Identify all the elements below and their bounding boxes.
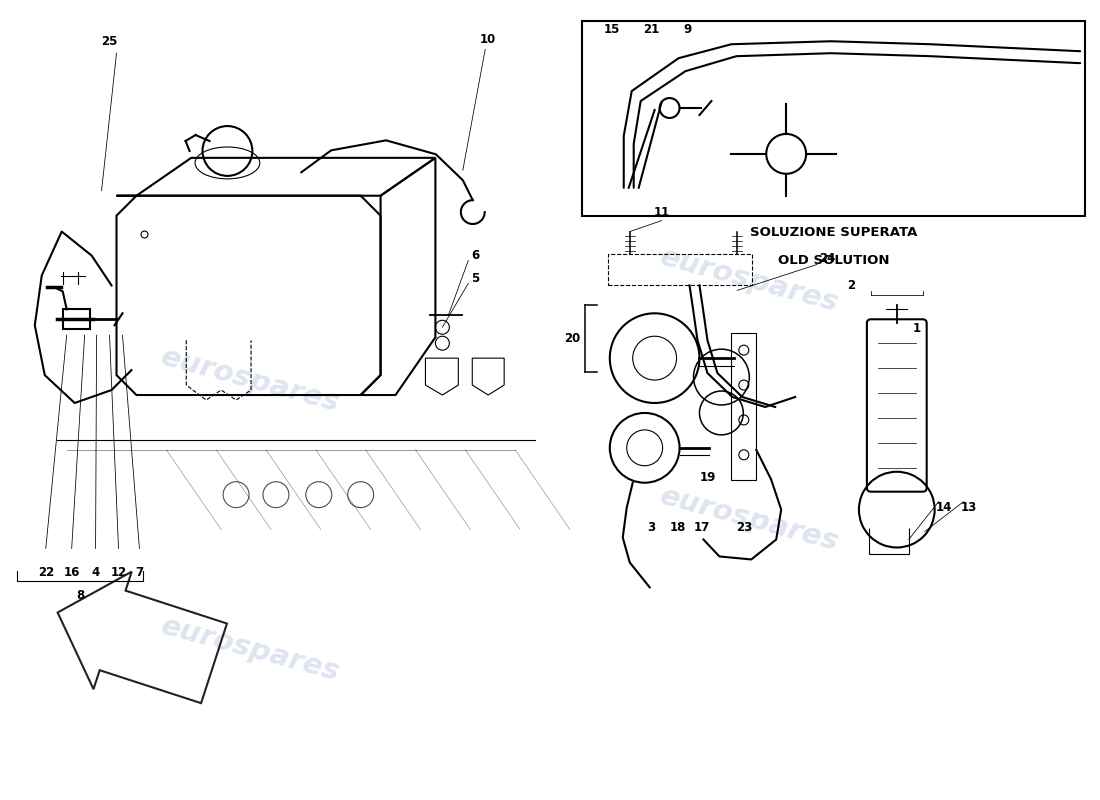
Text: 16: 16 [64,566,80,579]
Text: OLD SOLUTION: OLD SOLUTION [778,254,889,266]
Text: eurospares: eurospares [158,342,343,418]
Text: 23: 23 [736,521,752,534]
Text: 20: 20 [564,332,580,346]
Text: 25: 25 [101,34,118,48]
Text: 13: 13 [960,501,977,514]
Text: 9: 9 [683,22,692,36]
Text: 6: 6 [471,249,480,262]
Text: 24: 24 [818,252,835,265]
Text: 21: 21 [644,22,660,36]
Text: 19: 19 [700,471,716,484]
Text: SOLUZIONE SUPERATA: SOLUZIONE SUPERATA [750,226,917,238]
Text: 8: 8 [76,590,85,602]
Text: 17: 17 [693,521,710,534]
Text: 11: 11 [653,206,670,219]
Text: 14: 14 [935,501,952,514]
Text: eurospares: eurospares [158,612,343,686]
Text: 12: 12 [110,566,126,579]
Text: 3: 3 [648,521,656,534]
Text: 5: 5 [471,272,480,285]
Text: 7: 7 [135,566,143,579]
Text: 10: 10 [480,33,496,46]
Text: 15: 15 [604,22,620,36]
Text: 1: 1 [913,322,921,334]
Text: 18: 18 [670,521,685,534]
Text: 22: 22 [37,566,54,579]
Text: 2: 2 [847,279,855,292]
Text: 4: 4 [91,566,100,579]
Text: eurospares: eurospares [657,243,842,318]
Text: eurospares: eurospares [657,482,842,557]
Polygon shape [582,22,1085,216]
